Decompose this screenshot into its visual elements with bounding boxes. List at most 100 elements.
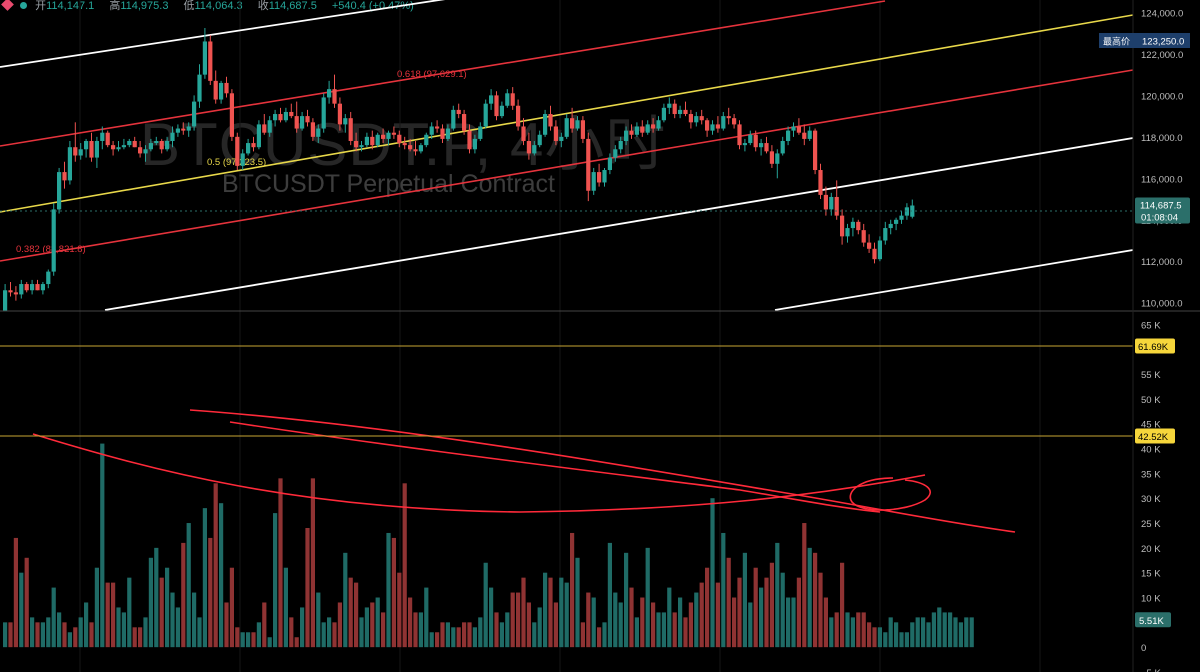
volume-bar[interactable] [759,587,764,648]
volume-bar[interactable] [278,478,283,648]
volume-bar[interactable] [181,542,186,648]
volume-bar[interactable] [726,557,731,648]
volume-bar[interactable] [732,597,737,648]
candle-body[interactable] [143,149,148,154]
candle-body[interactable] [246,143,251,154]
candle-body[interactable] [337,103,342,125]
volume-bar[interactable] [834,612,839,648]
volume-bar[interactable] [651,602,656,648]
candle-body[interactable] [570,118,575,129]
candle-body[interactable] [764,143,769,152]
volume-bar[interactable] [224,602,229,648]
candle-body[interactable] [640,126,645,133]
volume-bar[interactable] [850,617,855,648]
candle-body[interactable] [548,114,553,127]
candle-body[interactable] [100,132,105,141]
candle-body[interactable] [224,82,229,94]
candle-body[interactable] [283,111,288,121]
candle-body[interactable] [84,140,89,150]
candle-body[interactable] [235,136,240,166]
candle-body[interactable] [721,116,726,129]
candle-body[interactable] [742,143,747,146]
candle-body[interactable] [219,82,224,100]
candle-body[interactable] [165,140,170,150]
candle-body[interactable] [715,124,720,129]
candle-body[interactable] [818,170,823,195]
volume-bar[interactable] [229,567,234,648]
candle-body[interactable] [273,114,278,121]
volume-bar[interactable] [861,612,866,648]
volume-bar[interactable] [235,627,240,648]
volume-bar[interactable] [30,617,35,648]
candle-body[interactable] [759,143,764,148]
volume-bar[interactable] [175,607,180,648]
candle-body[interactable] [435,126,440,129]
volume-bar[interactable] [640,597,645,648]
volume-bar[interactable] [564,582,569,648]
candle-body[interactable] [694,116,699,123]
candle-body[interactable] [154,140,159,144]
volume-bar[interactable] [543,572,548,648]
volume-bar[interactable] [769,562,774,648]
volume-bar[interactable] [256,622,261,648]
volume-bar[interactable] [705,567,710,648]
candle-body[interactable] [451,109,456,129]
candle-body[interactable] [802,132,807,139]
candle-body[interactable] [521,126,526,141]
volume-bar[interactable] [516,592,521,648]
volume-bar[interactable] [165,567,170,648]
volume-bar[interactable] [391,537,396,648]
candle-body[interactable] [872,248,877,260]
volume-bar[interactable] [602,622,607,648]
volume-bar[interactable] [796,577,801,648]
volume-bar[interactable] [94,567,99,648]
volume-bar[interactable] [132,627,137,648]
annotation-curve-mid[interactable] [229,421,881,513]
candle-body[interactable] [121,145,126,148]
volume-bar[interactable] [8,622,13,648]
candle-body[interactable] [834,196,839,216]
volume-bar[interactable] [370,602,375,648]
candle-body[interactable] [499,105,504,117]
volume-bar[interactable] [931,612,936,648]
volume-bar[interactable] [764,577,769,648]
candle-body[interactable] [559,136,564,141]
candle-body[interactable] [397,134,402,144]
candle-body[interactable] [321,97,326,129]
volume-bar[interactable] [170,592,175,648]
volume-bar[interactable] [915,617,920,648]
candle-body[interactable] [710,124,715,131]
volume-bar[interactable] [813,552,818,648]
candle-body[interactable] [699,116,704,121]
volume-bar[interactable] [57,612,62,648]
candle-body[interactable] [661,107,666,121]
volume-bar[interactable] [699,582,704,648]
volume-bar[interactable] [667,587,672,648]
candle-body[interactable] [13,292,18,295]
candle-body[interactable] [705,120,710,131]
volume-bar[interactable] [408,597,413,648]
candle-body[interactable] [327,89,332,98]
volume-bar[interactable] [62,622,67,648]
volume-bar[interactable] [904,632,909,648]
volume-bar[interactable] [40,622,45,648]
volume-bar[interactable] [46,617,51,648]
candle-body[interactable] [208,41,213,81]
candle-body[interactable] [850,221,855,229]
candle-body[interactable] [181,128,186,131]
candle-body[interactable] [667,103,672,108]
volume-bar[interactable] [418,612,423,648]
volume-bar[interactable] [472,627,477,648]
candle-body[interactable] [127,140,132,146]
candle-body[interactable] [62,172,67,181]
volume-bar[interactable] [748,602,753,648]
candle-body[interactable] [483,103,488,127]
candle-body[interactable] [8,290,13,293]
volume-bar[interactable] [100,443,105,648]
candle-body[interactable] [3,290,8,311]
volume-bar[interactable] [721,532,726,648]
volume-bar[interactable] [613,592,618,648]
volume-bar[interactable] [435,632,440,648]
volume-bar[interactable] [456,627,461,648]
